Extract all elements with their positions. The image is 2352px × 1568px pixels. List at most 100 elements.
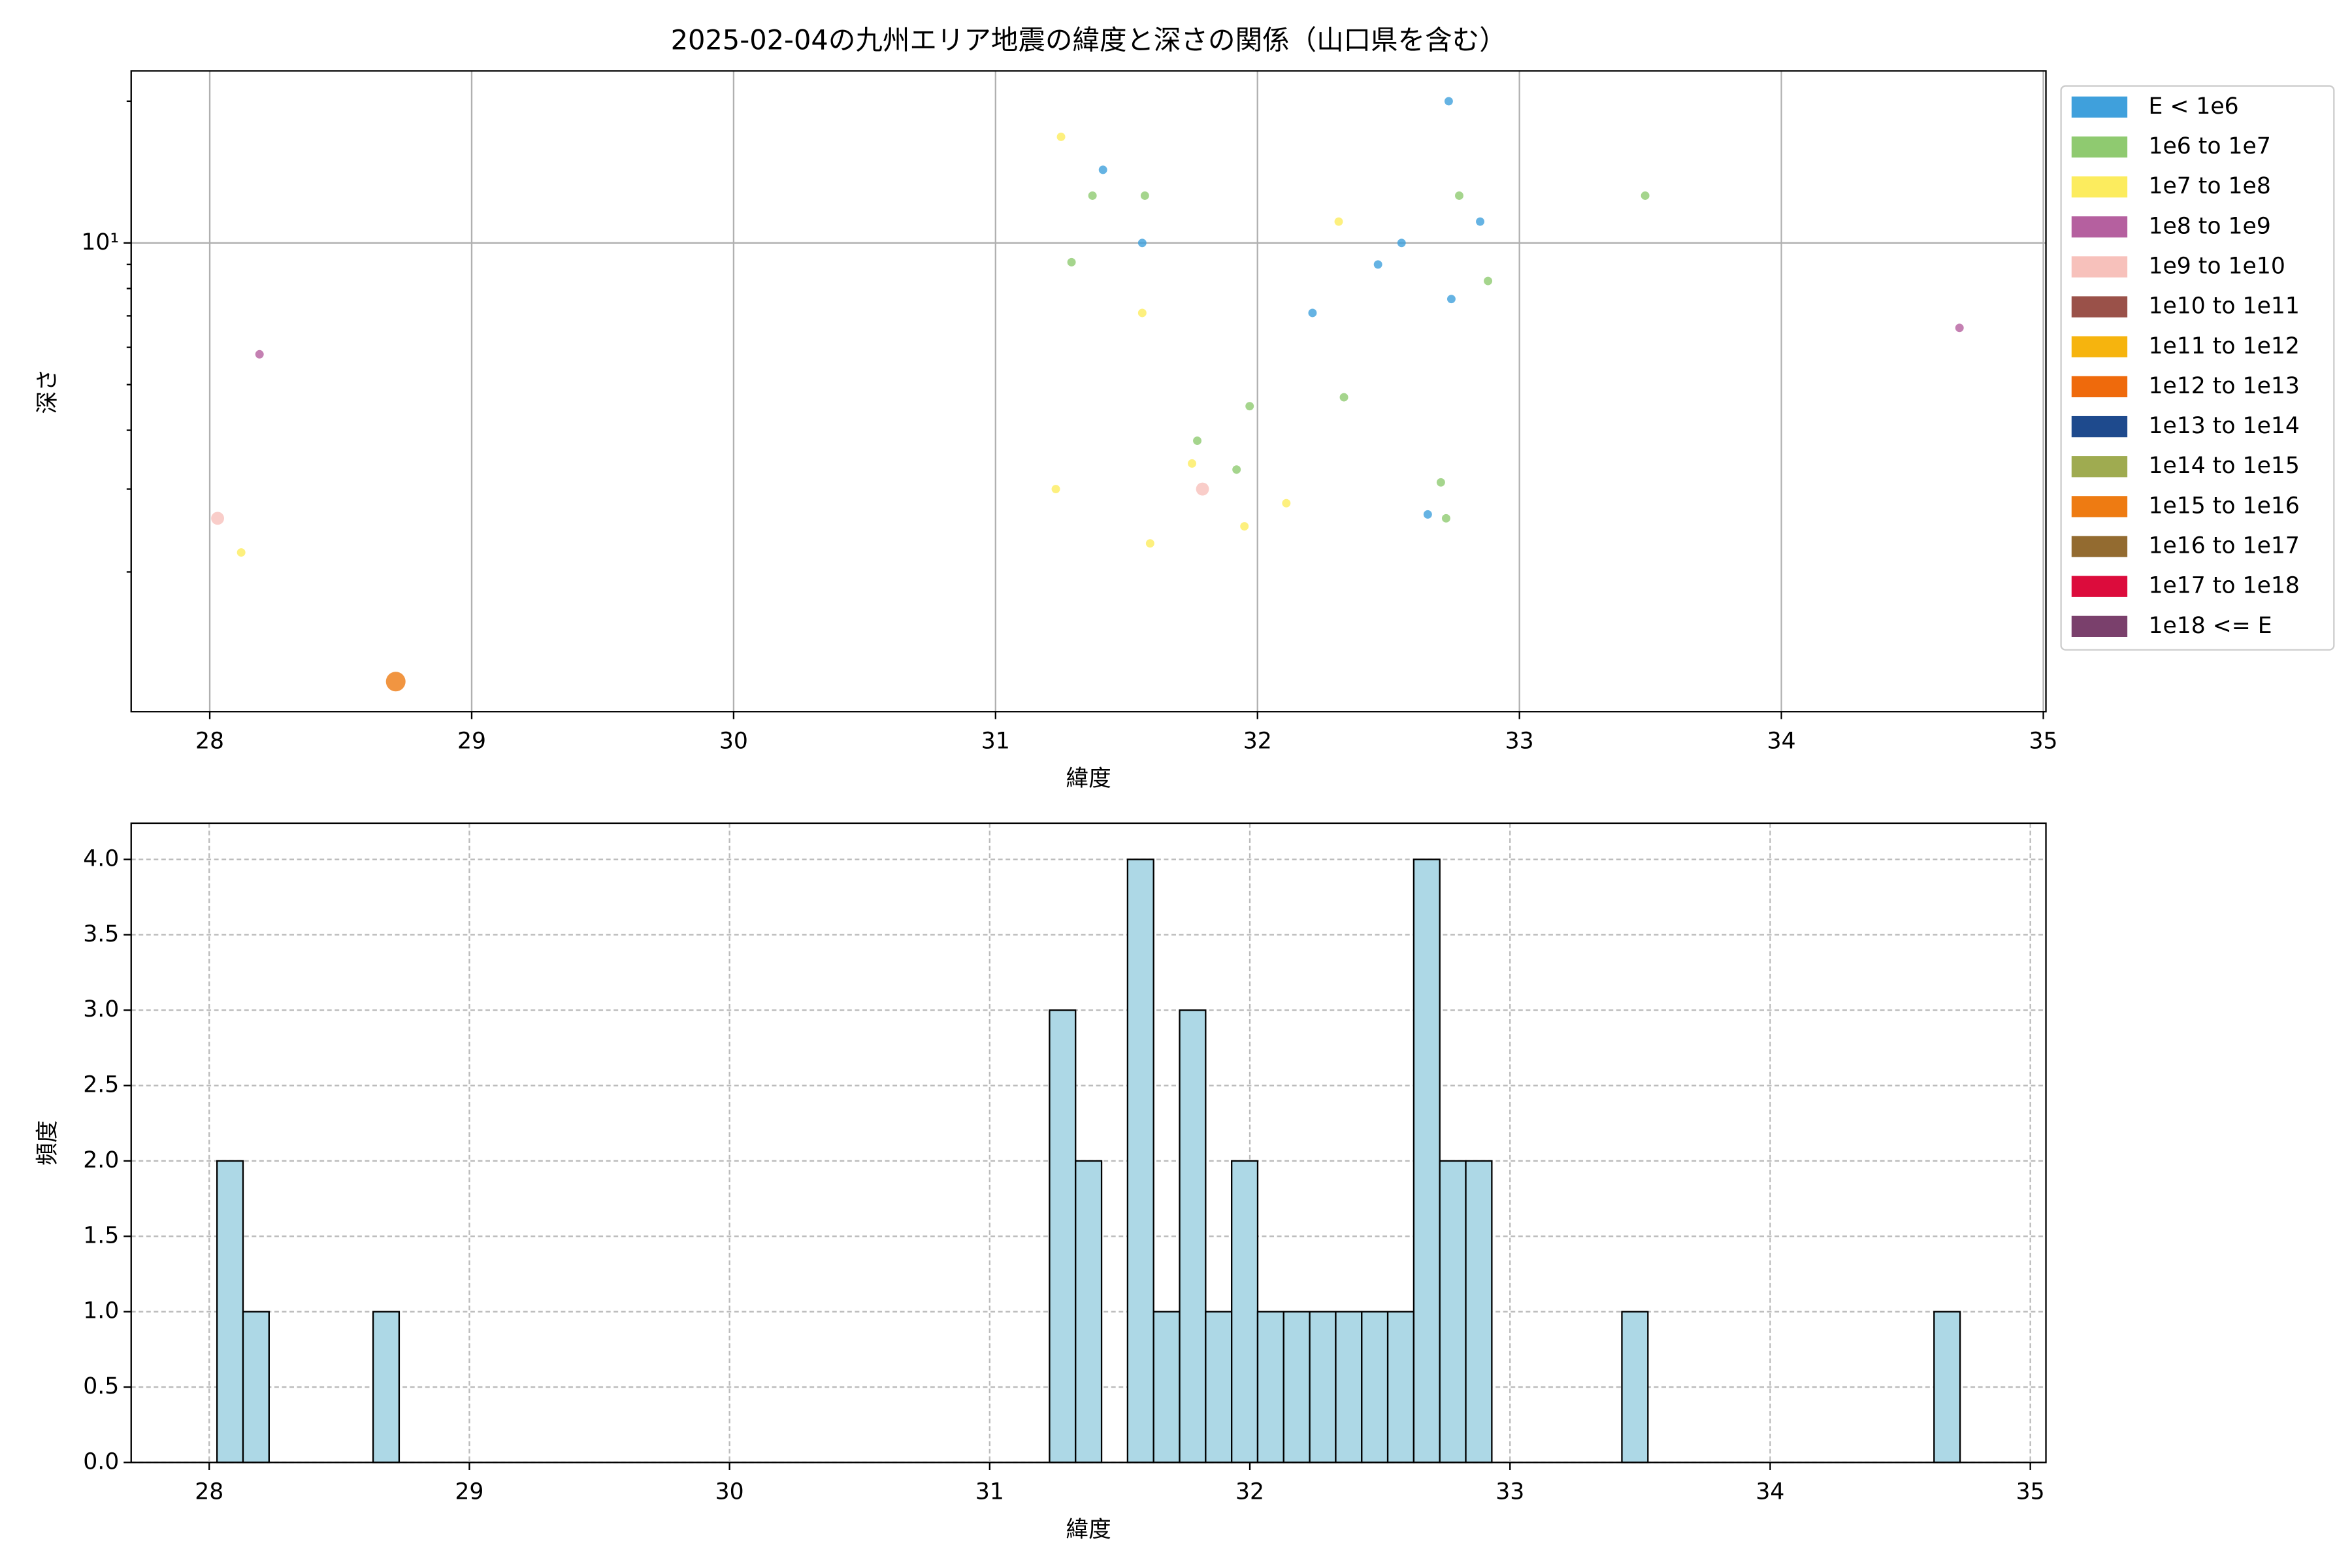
- histogram-bar: [1621, 1311, 1649, 1463]
- x-tick-label: 29: [457, 728, 486, 754]
- data-point: [255, 350, 264, 359]
- legend-swatch: [2071, 256, 2128, 278]
- legend-swatch: [2071, 416, 2128, 438]
- x-tick-label: 30: [715, 1479, 744, 1505]
- y-tick-label: 3.0: [83, 996, 119, 1022]
- x-tick-label: 28: [195, 728, 224, 754]
- data-point: [1339, 393, 1348, 402]
- x-tick-label: 29: [455, 1479, 483, 1505]
- histogram-bar: [1386, 1311, 1415, 1463]
- legend-frame: [2060, 85, 2335, 651]
- legend-label: 1e7 to 1e8: [2148, 173, 2270, 199]
- legend-swatch: [2071, 496, 2128, 517]
- x-tick-label: 28: [195, 1479, 223, 1505]
- legend-swatch: [2071, 376, 2128, 398]
- data-point: [1423, 510, 1432, 519]
- histogram-bar: [1152, 1311, 1181, 1463]
- axes-frame: [130, 70, 2047, 713]
- legend-swatch: [2071, 216, 2128, 238]
- data-point: [1088, 191, 1097, 200]
- data-point: [1436, 478, 1445, 487]
- data-point: [1188, 459, 1196, 468]
- histogram-bar: [242, 1311, 270, 1463]
- legend-swatch: [2071, 96, 2128, 118]
- y-tick-label: 10¹: [81, 229, 119, 255]
- histogram-bar: [1205, 1311, 1233, 1463]
- histogram-bar: [1256, 1311, 1284, 1463]
- data-point: [1444, 97, 1453, 106]
- data-point: [1245, 402, 1254, 411]
- histogram-bar: [1126, 858, 1154, 1463]
- data-point: [1334, 217, 1343, 226]
- data-point: [1446, 295, 1456, 304]
- data-point: [1282, 498, 1291, 508]
- data-point: [1397, 238, 1406, 248]
- histogram-bar: [1179, 1009, 1207, 1463]
- histogram-bar: [1282, 1311, 1311, 1463]
- histogram-bar: [1413, 858, 1441, 1463]
- data-point: [1441, 514, 1450, 523]
- data-point: [1196, 482, 1209, 496]
- y-axis-label: 頻度: [35, 1120, 61, 1166]
- histogram-bar: [1439, 1160, 1467, 1463]
- y-tick-label: 2.0: [83, 1147, 119, 1173]
- legend-swatch: [2071, 576, 2128, 597]
- legend-label: 1e9 to 1e10: [2148, 253, 2285, 279]
- x-axis-label: 緯度: [1066, 1516, 1111, 1543]
- x-tick-label: 35: [2029, 728, 2058, 754]
- legend-label: 1e6 to 1e7: [2148, 133, 2270, 159]
- legend-swatch: [2071, 136, 2128, 158]
- histogram-bar: [1361, 1311, 1389, 1463]
- data-point: [1137, 308, 1147, 318]
- data-point: [1140, 191, 1149, 200]
- y-axis-label: 深さ: [35, 368, 61, 414]
- x-tick-label: 31: [975, 1479, 1004, 1505]
- y-tick-label: 3.5: [83, 921, 119, 947]
- legend-swatch: [2071, 615, 2128, 637]
- data-point: [1955, 323, 1964, 333]
- legend-swatch: [2071, 176, 2128, 198]
- x-tick-label: 30: [719, 728, 748, 754]
- axes-frame: [130, 822, 2047, 1463]
- data-point: [1240, 522, 1249, 531]
- data-point: [237, 548, 246, 557]
- histogram-bar: [216, 1160, 244, 1463]
- data-point: [1098, 165, 1107, 174]
- data-point: [1484, 276, 1493, 286]
- data-point: [1067, 257, 1076, 267]
- x-tick-label: 33: [1495, 1479, 1524, 1505]
- legend-label: 1e14 to 1e15: [2148, 453, 2299, 479]
- legend-label: 1e18 <= E: [2148, 613, 2272, 639]
- y-tick-label: 1.5: [83, 1222, 119, 1249]
- legend-label: 1e11 to 1e12: [2148, 333, 2299, 359]
- histogram-bar: [372, 1311, 400, 1463]
- legend-swatch: [2071, 456, 2128, 478]
- y-tick-label: 2.5: [83, 1072, 119, 1098]
- data-point: [1193, 436, 1201, 446]
- legend-swatch: [2071, 296, 2128, 318]
- data-point: [1145, 539, 1154, 548]
- x-tick-label: 34: [1756, 1479, 1784, 1505]
- x-tick-label: 32: [1235, 1479, 1264, 1505]
- x-tick-label: 32: [1243, 728, 1272, 754]
- data-point: [1641, 191, 1650, 200]
- legend-label: 1e8 to 1e9: [2148, 213, 2270, 239]
- data-point: [385, 672, 406, 692]
- histogram-bar: [1309, 1311, 1337, 1463]
- legend-swatch: [2071, 336, 2128, 357]
- y-tick-label: 0.0: [83, 1448, 119, 1475]
- chart-title: 2025-02-04の九州エリア地震の緯度と深さの関係（山口県を含む）: [671, 24, 1507, 56]
- legend-label: 1e15 to 1e16: [2148, 493, 2299, 519]
- legend-label: 1e13 to 1e14: [2148, 413, 2299, 439]
- data-point: [211, 512, 224, 525]
- x-tick-label: 34: [1767, 728, 1796, 754]
- data-point: [1232, 465, 1241, 474]
- legend-label: 1e16 to 1e17: [2148, 533, 2299, 559]
- data-point: [1455, 191, 1463, 200]
- histogram-bar: [1335, 1311, 1363, 1463]
- legend-swatch: [2071, 536, 2128, 557]
- x-tick-label: 31: [981, 728, 1010, 754]
- data-point: [1373, 260, 1382, 269]
